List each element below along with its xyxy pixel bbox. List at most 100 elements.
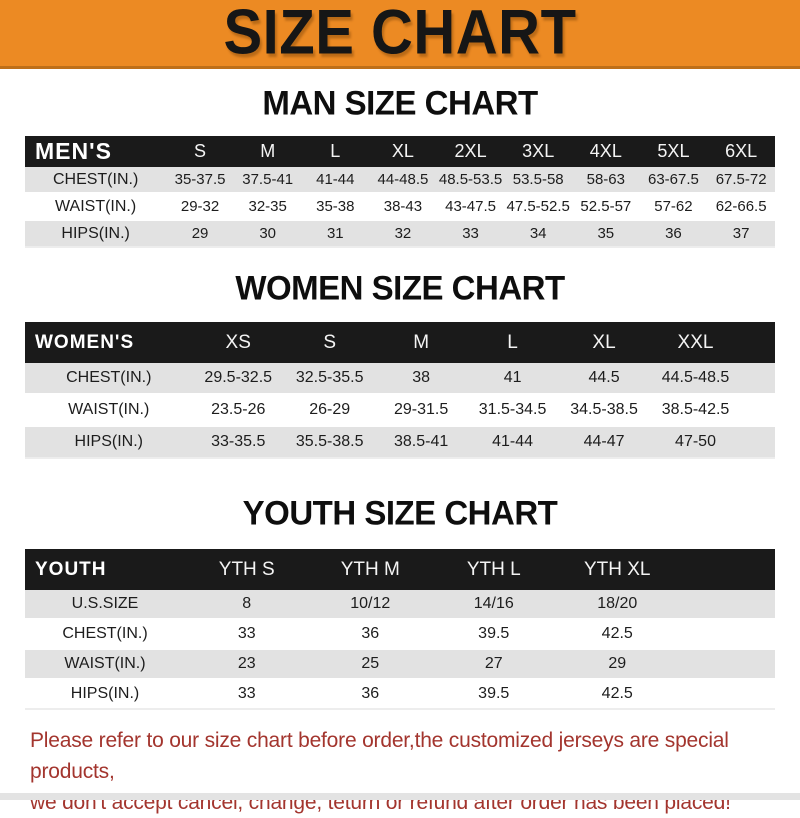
measure-label-cell: WAIST(IN.) xyxy=(25,394,193,427)
size-column-header-cell: 6XL xyxy=(707,136,775,167)
measure-value-cell: 10/12 xyxy=(308,590,432,620)
size-column-header-cell: YTH M xyxy=(308,549,432,590)
measure-value-cell: 63-67.5 xyxy=(639,167,708,194)
size-column-header-cell: YTH L xyxy=(432,549,556,590)
size-table-row: HIPS(IN.) 33 36 39.5 42.5 xyxy=(25,679,775,710)
size-table-row: WAIST(IN.) 23.5-26 26-29 29-31.5 31.5-34.5 34… xyxy=(25,394,775,427)
measure-value-cell: 23 xyxy=(185,649,309,680)
measure-value-cell: 38.5-42.5 xyxy=(649,394,742,427)
size-column-header-cell: L xyxy=(301,136,370,167)
measure-label-cell: HIPS(IN.) xyxy=(25,426,193,459)
measure-label-cell: WAIST(IN.) xyxy=(25,649,185,680)
measure-value-cell: 29-32 xyxy=(166,193,234,221)
measure-value-cell: 31 xyxy=(301,220,370,248)
measure-value-cell: 36 xyxy=(308,619,432,650)
section-women: WOMEN SIZE CHART WOMEN'S XS S M L XL XXL CHEST(… xyxy=(0,268,800,459)
measure-value-cell: 35 xyxy=(572,220,640,248)
footer-note: Please refer to our size chart before or… xyxy=(30,725,800,818)
measure-value-cell: 33-35.5 xyxy=(192,426,284,459)
measure-value-cell: 29 xyxy=(166,220,234,248)
empty-filler-cell xyxy=(741,363,775,395)
banner-title: SIZE CHART xyxy=(223,0,577,68)
size-column-header-cell: L xyxy=(466,322,559,363)
measure-value-cell: 44-48.5 xyxy=(369,167,437,194)
measure-value-cell: 44.5-48.5 xyxy=(649,363,742,395)
measure-value-cell: 52.5-57 xyxy=(572,193,640,221)
measure-value-cell: 53.5-58 xyxy=(504,167,572,194)
size-column-header-cell: XS xyxy=(192,322,284,363)
measure-value-cell: 41-44 xyxy=(301,167,370,194)
measure-value-cell: 35-38 xyxy=(301,193,370,221)
section-men: MAN SIZE CHART MEN'S S M L XL 2XL 3XL 4XL 5XL 6XL… xyxy=(0,83,800,248)
footer-note-line2: we don't accept cancel, change, teturn o… xyxy=(30,791,731,814)
measure-value-cell: 33 xyxy=(185,679,309,710)
size-column-header-cell: YTH XL xyxy=(555,549,679,590)
measure-value-cell: 38.5-41 xyxy=(375,426,467,459)
measure-value-cell: 42.5 xyxy=(555,679,679,710)
size-table-header-row: YOUTH YTH S YTH M YTH L YTH XL xyxy=(25,549,775,590)
measure-label-cell: CHEST(IN.) xyxy=(25,619,185,650)
measure-value-cell: 14/16 xyxy=(432,590,556,620)
measure-label-cell: HIPS(IN.) xyxy=(25,220,167,248)
measure-value-cell: 47.5-52.5 xyxy=(504,193,572,221)
measure-value-cell: 39.5 xyxy=(432,679,556,710)
measure-value-cell: 8 xyxy=(185,590,309,620)
measure-label-cell: CHEST(IN.) xyxy=(25,363,193,395)
measure-value-cell: 27 xyxy=(432,649,556,680)
measure-value-cell: 26-29 xyxy=(283,394,376,427)
measure-value-cell: 44-47 xyxy=(558,426,650,459)
size-column-header-cell: YTH S xyxy=(185,549,309,590)
measure-value-cell: 43-47.5 xyxy=(436,193,505,221)
measure-value-cell: 33 xyxy=(185,619,309,650)
measure-value-cell: 47-50 xyxy=(649,426,742,459)
section-title-men: MAN SIZE CHART xyxy=(262,83,538,122)
measure-value-cell: 29-31.5 xyxy=(375,394,467,427)
size-table-row: WAIST(IN.) 23 25 27 29 xyxy=(25,649,775,680)
empty-filler-cell xyxy=(679,619,775,650)
size-column-header-cell: 4XL xyxy=(572,136,640,167)
size-table-row: CHEST(IN.) 33 36 39.5 42.5 xyxy=(25,619,775,650)
size-column-header-cell: 5XL xyxy=(639,136,708,167)
measure-value-cell: 38 xyxy=(375,363,467,395)
size-table-row: WAIST(IN.) 29-32 32-35 35-38 38-43 43-47.5 47.… xyxy=(25,193,775,221)
measure-value-cell: 32 xyxy=(369,220,437,248)
women-size-table: WOMEN'S XS S M L XL XXL CHEST(IN.) 29.5-32.5 32.5… xyxy=(25,322,775,459)
size-column-header-cell: S xyxy=(166,136,234,167)
size-table-row: HIPS(IN.) 29 30 31 32 33 34 35 36 37 xyxy=(25,220,775,248)
measure-value-cell: 32-35 xyxy=(233,193,302,221)
measure-label-cell: WAIST(IN.) xyxy=(25,193,167,221)
size-column-header-cell: M xyxy=(375,322,467,363)
size-column-header-cell: XL xyxy=(558,322,650,363)
empty-filler-cell xyxy=(679,590,775,620)
empty-filler-cell xyxy=(741,426,775,459)
section-youth: YOUTH SIZE CHART YOUTH YTH S YTH M YTH L YTH… xyxy=(0,493,800,710)
measure-value-cell: 41 xyxy=(466,363,559,395)
section-title-women: WOMEN SIZE CHART xyxy=(235,268,565,307)
measure-value-cell: 37.5-41 xyxy=(233,167,302,194)
measure-value-cell: 29 xyxy=(555,649,679,680)
empty-filler-cell xyxy=(679,649,775,680)
banner: SIZE CHART xyxy=(0,0,800,69)
measure-value-cell: 34.5-38.5 xyxy=(558,394,650,427)
size-table-row: CHEST(IN.) 29.5-32.5 32.5-35.5 38 41 44.5 44.5… xyxy=(25,363,775,395)
men-size-table: MEN'S S M L XL 2XL 3XL 4XL 5XL 6XL CHEST(IN.) 35-37… xyxy=(25,136,775,248)
size-column-header-cell: XL xyxy=(369,136,437,167)
measure-value-cell: 35.5-38.5 xyxy=(283,426,376,459)
measure-value-cell: 36 xyxy=(308,679,432,710)
measure-label-cell: CHEST(IN.) xyxy=(25,167,167,194)
footer-note-line1: Please refer to our size chart before or… xyxy=(30,729,729,783)
youth-size-table: YOUTH YTH S YTH M YTH L YTH XL U.S.SIZE 8 10/12… xyxy=(25,549,775,710)
measure-value-cell: 30 xyxy=(233,220,302,248)
measure-value-cell: 36 xyxy=(639,220,708,248)
size-table-row: HIPS(IN.) 33-35.5 35.5-38.5 38.5-41 41-44 44-… xyxy=(25,426,775,459)
measure-value-cell: 18/20 xyxy=(555,590,679,620)
measure-value-cell: 39.5 xyxy=(432,619,556,650)
measure-value-cell: 31.5-34.5 xyxy=(466,394,559,427)
measure-value-cell: 41-44 xyxy=(466,426,559,459)
empty-filler-cell xyxy=(741,394,775,427)
measure-value-cell: 48.5-53.5 xyxy=(436,167,505,194)
size-column-header-cell: XXL xyxy=(649,322,742,363)
empty-filler-cell xyxy=(679,679,775,710)
measure-value-cell: 44.5 xyxy=(558,363,650,395)
empty-filler-cell xyxy=(741,322,775,363)
